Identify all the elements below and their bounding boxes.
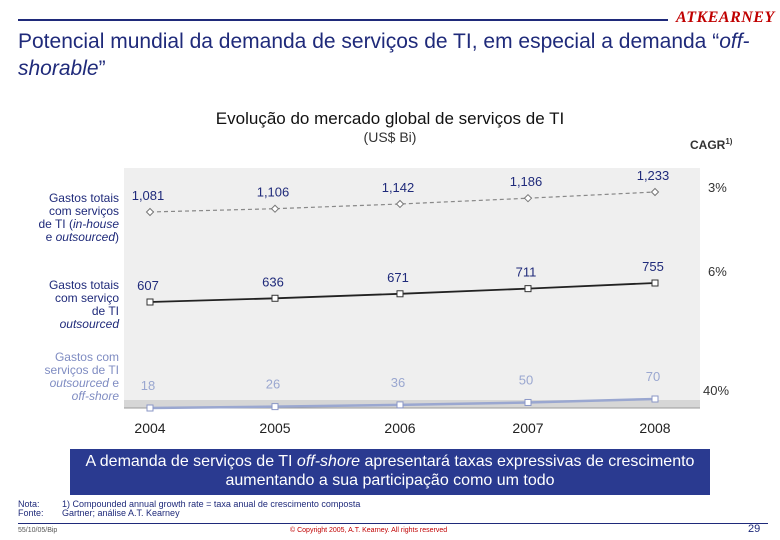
copyright-notice: © Copyright 2005, A.T. Kearney. All righ… <box>290 527 448 534</box>
x-tick-label: 2008 <box>639 420 670 436</box>
data-label: 26 <box>266 377 280 392</box>
data-label: 1,186 <box>510 174 543 189</box>
brand-logo: ATKEARNEY <box>676 9 775 26</box>
document-code: 55/10/05/Bip <box>18 527 58 534</box>
note-text: 1) Compounded annual growth rate = taxa … <box>62 499 361 509</box>
plot-area <box>124 168 700 408</box>
data-label: 711 <box>516 265 537 280</box>
data-label: 36 <box>391 375 405 390</box>
cagr-value-offshore: 40% <box>703 383 730 398</box>
data-point <box>145 207 155 217</box>
data-point <box>651 279 659 287</box>
data-label: 671 <box>387 270 409 285</box>
x-tick-label: 2004 <box>134 420 165 436</box>
data-label: 70 <box>646 369 660 384</box>
x-tick-label: 2007 <box>512 420 543 436</box>
slide-title: Potencial mundial da demanda de serviços… <box>18 30 750 80</box>
data-point <box>524 285 532 293</box>
bottom-rule <box>18 523 768 524</box>
data-point <box>523 193 533 203</box>
conclusion-text: A demanda de serviços de TI off-shore ap… <box>85 453 695 489</box>
x-tick-label: 2005 <box>259 420 290 436</box>
note-label: Nota: <box>18 499 40 509</box>
data-point <box>650 187 660 197</box>
data-point <box>651 395 659 403</box>
data-label: 607 <box>137 278 159 293</box>
page-number: 29 <box>748 523 761 535</box>
data-point <box>396 290 404 298</box>
conclusion-banner <box>70 449 710 495</box>
data-label: 18 <box>141 378 155 393</box>
series-line-0 <box>149 191 656 213</box>
data-point <box>395 199 405 209</box>
data-label: 1,106 <box>257 185 290 200</box>
cagr-value-total: 3% <box>708 180 727 195</box>
top-rule <box>18 19 668 21</box>
source-label: Fonte: <box>18 508 44 518</box>
cagr-header: CAGR1) <box>690 137 733 152</box>
data-point <box>146 404 154 412</box>
cagr-value-outsourced: 6% <box>708 264 727 279</box>
data-label: 1,142 <box>382 180 415 195</box>
source-text: Gartner; análise A.T. Kearney <box>62 508 180 518</box>
series-label-total: Gastos totais com serviços de TI (in-hou… <box>38 191 120 244</box>
data-label: 1,081 <box>132 188 165 203</box>
chart-subtitle: (US$ Bi) <box>363 129 417 145</box>
series-label-outsourced: Gastos totais com serviço de TI outsourc… <box>48 278 119 331</box>
chart-title: Evolução do mercado global de serviços d… <box>215 109 565 128</box>
series-label-offshore: Gastos com serviços de TI outsourced e o… <box>44 350 119 403</box>
data-label: 636 <box>262 274 284 289</box>
data-point <box>146 298 154 306</box>
data-point <box>271 294 279 302</box>
data-point <box>271 403 279 411</box>
data-label: 50 <box>519 372 533 387</box>
x-tick-label: 2006 <box>384 420 415 436</box>
data-point <box>270 204 280 213</box>
data-point <box>396 401 404 409</box>
data-label: 755 <box>642 259 664 274</box>
data-label: 1,233 <box>637 168 670 183</box>
data-point <box>524 398 532 406</box>
